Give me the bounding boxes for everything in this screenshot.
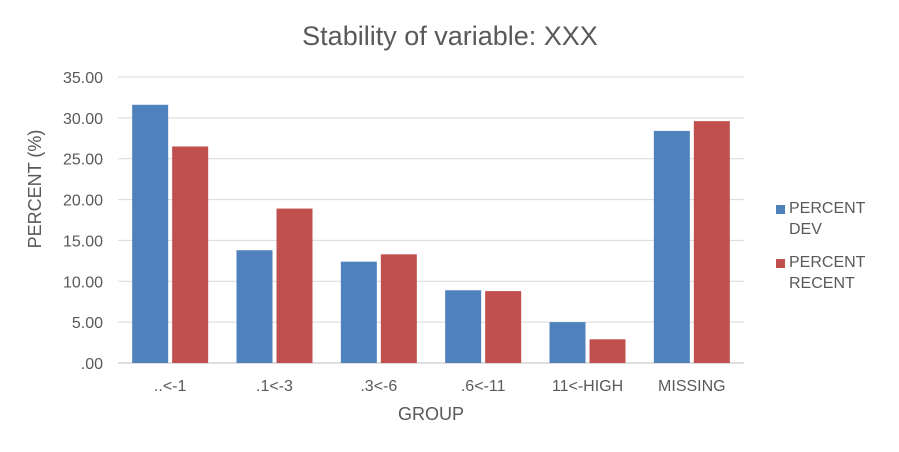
legend-swatch <box>776 205 785 214</box>
legend-label: PERCENT <box>789 254 866 271</box>
legend-label: RECENT <box>789 275 855 292</box>
bar-percent-recent <box>276 208 313 363</box>
x-tick-label: .1<-3 <box>256 378 293 395</box>
bars <box>132 104 730 363</box>
x-axis-ticks: ..<-1 .1<-3 .3<-6 .6<-11 11<-HIGH MISSING <box>154 378 726 395</box>
y-tick-label: 15.00 <box>63 233 103 250</box>
y-axis-label: PERCENT (%) <box>25 130 45 249</box>
bar-percent-dev <box>653 130 690 363</box>
legend-label: PERCENT <box>789 200 866 217</box>
bar-percent-recent <box>380 254 417 363</box>
y-tick-label: 20.00 <box>63 193 103 210</box>
bar-percent-recent <box>172 146 209 363</box>
legend-swatch <box>776 259 785 268</box>
bar-percent-recent <box>589 339 626 363</box>
x-tick-label: .6<-11 <box>461 378 506 395</box>
bar-percent-dev <box>549 322 586 363</box>
bar-percent-dev <box>236 250 273 363</box>
x-axis-label: GROUP <box>398 404 464 424</box>
y-tick-label: 10.00 <box>63 274 103 291</box>
y-tick-label: 5.00 <box>72 315 103 332</box>
bar-percent-recent <box>693 121 730 363</box>
x-tick-label: MISSING <box>658 378 726 395</box>
x-tick-label: ..<-1 <box>154 378 187 395</box>
y-tick-label: 35.00 <box>63 70 103 87</box>
y-axis-ticks: .00 5.00 10.00 15.00 20.00 25.00 30.00 35.00 <box>63 70 103 373</box>
y-tick-label: 25.00 <box>63 152 103 169</box>
legend-label: DEV <box>789 221 822 238</box>
bar-percent-dev <box>340 261 377 363</box>
bar-percent-dev <box>445 290 482 363</box>
legend: PERCENT DEV PERCENT RECENT <box>776 200 866 292</box>
bar-percent-recent <box>485 291 522 363</box>
y-tick-label: .00 <box>81 356 103 373</box>
chart-title: Stability of variable: XXX <box>302 21 598 51</box>
x-tick-label: .3<-6 <box>360 378 397 395</box>
y-tick-label: 30.00 <box>63 111 103 128</box>
bar-percent-dev <box>132 104 169 363</box>
gridlines <box>118 76 744 364</box>
x-tick-label: 11<-HIGH <box>552 378 623 395</box>
